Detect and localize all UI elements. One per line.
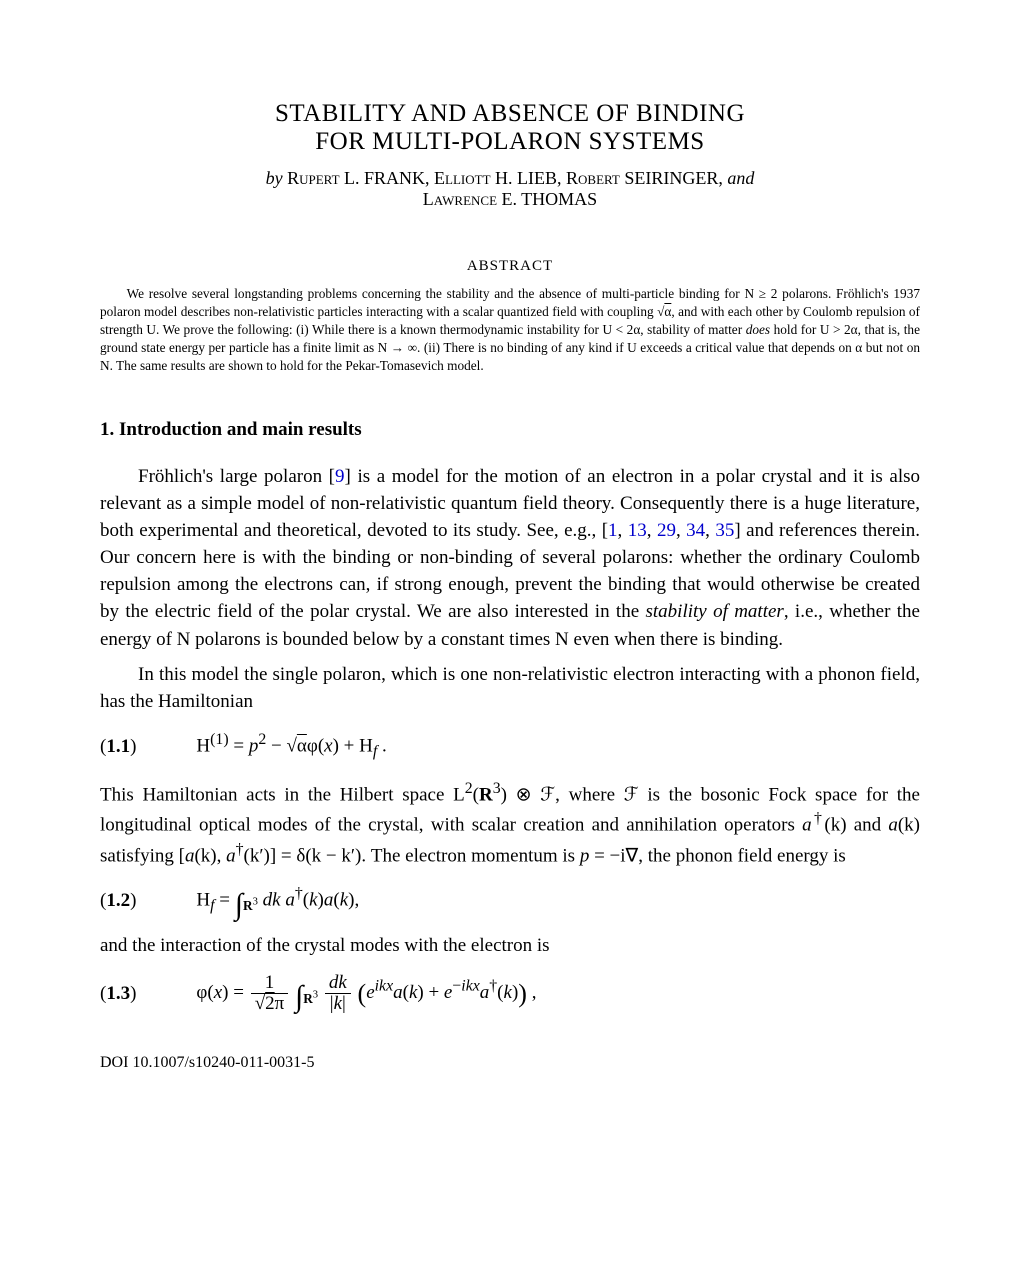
eq-1-2-body: Hf = ∫R3 dk a†(k)a(k), [196, 883, 920, 918]
abstract-text: We resolve several longstanding problems… [100, 285, 920, 375]
by-label: by [266, 168, 283, 188]
eq-1-3-number: (1.3) [100, 980, 136, 1007]
equation-1-3: (1.3) φ(x) = 1√2π ∫R3 dk|k| (eikxa(k) + … [100, 973, 920, 1014]
eq-1-1-number: (1.1) [100, 733, 136, 760]
section-1-heading: 1. Introduction and main results [100, 419, 920, 441]
paragraph-4: and the interaction of the crystal modes… [100, 932, 920, 959]
and-label: and [727, 168, 754, 188]
ref-13[interactable]: 13 [628, 520, 647, 541]
ref-34[interactable]: 34 [686, 520, 705, 541]
paragraph-1: Fröhlich's large polaron [9] is a model … [100, 463, 920, 653]
title-line-1: STABILITY AND ABSENCE OF BINDING [100, 100, 920, 128]
paragraph-2: In this model the single polaron, which … [100, 661, 920, 715]
em-stability: stability of matter [646, 601, 784, 622]
ref-29[interactable]: 29 [657, 520, 676, 541]
paragraph-3: This Hamiltonian acts in the Hilbert spa… [100, 778, 920, 869]
abstract-content: We resolve several longstanding problems… [100, 286, 920, 373]
ref-9[interactable]: 9 [335, 466, 345, 487]
eq-1-2-number: (1.2) [100, 887, 136, 914]
title-line-2: FOR MULTI-POLARON SYSTEMS [100, 128, 920, 156]
byline: by Rupert L. FRANK, Elliott H. LIEB, Rob… [100, 168, 920, 210]
doi-footer: DOI 10.1007/s10240-011-0031-5 [100, 1054, 920, 1072]
author-4: Lawrence E. THOMAS [423, 189, 597, 209]
author-2: Elliott H. LIEB, [434, 168, 566, 188]
equation-1-2: (1.2) Hf = ∫R3 dk a†(k)a(k), [100, 883, 920, 918]
body-text: Fröhlich's large polaron [9] is a model … [100, 463, 920, 1014]
author-3: Robert SEIRINGER, [566, 168, 727, 188]
ref-35[interactable]: 35 [715, 520, 734, 541]
ref-1[interactable]: 1 [608, 520, 618, 541]
author-1: Rupert L. FRANK, [287, 168, 434, 188]
equation-1-1: (1.1) H(1) = p2 − √αφ(x) + Hf . [100, 729, 920, 764]
eq-1-3-body: φ(x) = 1√2π ∫R3 dk|k| (eikxa(k) + e−ikxa… [196, 973, 920, 1014]
eq-1-1-body: H(1) = p2 − √αφ(x) + Hf . [196, 729, 920, 764]
abstract-heading: ABSTRACT [100, 258, 920, 275]
